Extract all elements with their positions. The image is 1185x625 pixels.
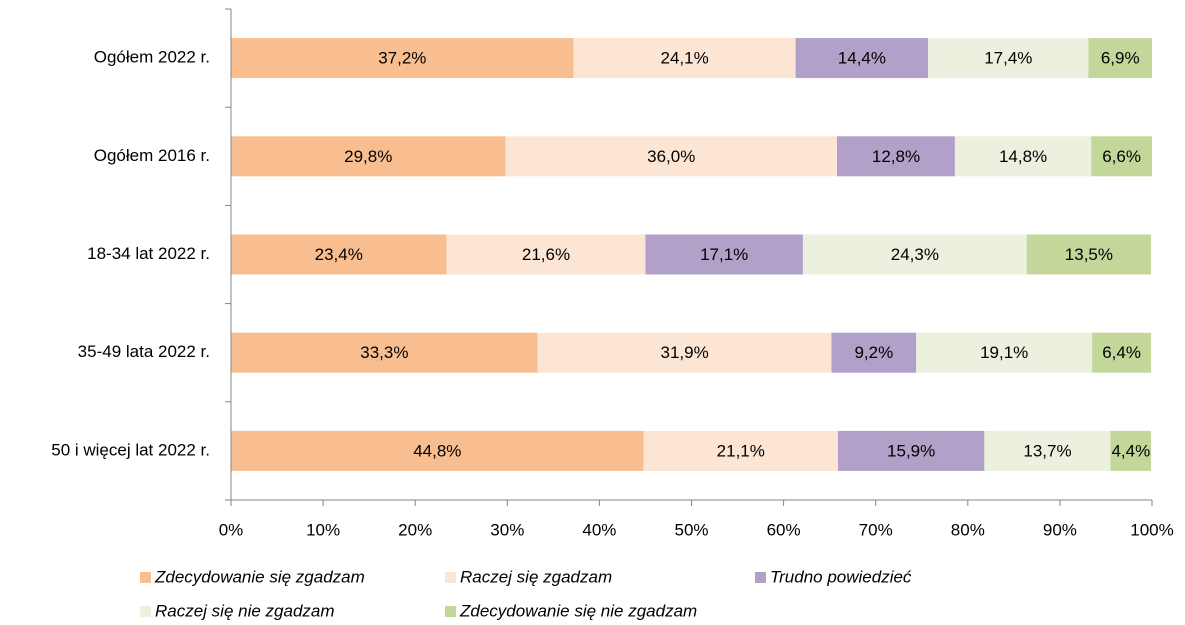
data-label: 31,9% — [660, 343, 708, 362]
x-tick-label: 100% — [1130, 520, 1173, 539]
bar-segment — [231, 136, 506, 177]
data-label: 14,8% — [999, 147, 1047, 166]
bar-segment — [505, 136, 838, 177]
bar-segment — [573, 38, 796, 79]
data-label: 4,4% — [1111, 441, 1150, 460]
legend-swatch — [140, 606, 151, 617]
bar-segment — [537, 332, 832, 373]
bar-segment — [1110, 430, 1152, 471]
legend-swatch — [445, 606, 456, 617]
bar-segment — [231, 430, 644, 471]
data-label: 15,9% — [887, 441, 935, 460]
data-label: 6,9% — [1101, 49, 1140, 68]
bar-segment — [837, 136, 955, 177]
data-label: 14,4% — [838, 49, 886, 68]
data-label: 12,8% — [872, 147, 920, 166]
bar-segment — [231, 332, 538, 373]
legend-label: Trudno powiedzieć — [770, 567, 912, 586]
x-tick-label: 70% — [859, 520, 893, 539]
bar-segment — [831, 332, 917, 373]
x-tick-label: 90% — [1043, 520, 1077, 539]
legend-label: Zdecydowanie się zgadzam — [154, 567, 365, 586]
data-label: 21,6% — [522, 245, 570, 264]
bar-segment — [643, 430, 838, 471]
y-tick-label: 18-34 lat 2022 r. — [87, 244, 210, 263]
x-tick-label: 10% — [306, 520, 340, 539]
bar-segment — [916, 332, 1093, 373]
data-label: 13,5% — [1065, 245, 1113, 264]
y-tick-label: 35-49 lata 2022 r. — [78, 342, 210, 361]
x-tick-label: 30% — [490, 520, 524, 539]
data-label: 24,3% — [891, 245, 939, 264]
legend-swatch — [445, 572, 456, 583]
x-tick-label: 40% — [582, 520, 616, 539]
data-label: 13,7% — [1023, 441, 1071, 460]
data-label: 23,4% — [315, 245, 363, 264]
data-label: 17,1% — [700, 245, 748, 264]
bar-segment — [837, 430, 985, 471]
bar-segment — [231, 38, 574, 79]
data-label: 36,0% — [647, 147, 695, 166]
legend-swatch — [755, 572, 766, 583]
bar-segment — [1088, 38, 1152, 79]
data-label: 9,2% — [854, 343, 893, 362]
bar-segment — [928, 38, 1089, 79]
y-tick-label: 50 i więcej lat 2022 r. — [51, 440, 210, 459]
y-tick-label: Ogółem 2022 r. — [94, 48, 210, 67]
y-tick-label: Ogółem 2016 r. — [94, 146, 210, 165]
data-label: 6,6% — [1102, 147, 1141, 166]
legend-label: Raczej się nie zgadzam — [155, 601, 335, 620]
x-tick-label: 60% — [767, 520, 801, 539]
bar-segment — [231, 234, 447, 275]
bar-segment — [802, 234, 1027, 275]
bar-segment — [1092, 332, 1152, 373]
bar-segment — [1091, 136, 1152, 177]
x-tick-label: 50% — [674, 520, 708, 539]
x-tick-label: 80% — [951, 520, 985, 539]
data-label: 24,1% — [660, 49, 708, 68]
data-label: 33,3% — [360, 343, 408, 362]
bar-segment — [1026, 234, 1152, 275]
bar-segment — [984, 430, 1111, 471]
bar-segment — [446, 234, 646, 275]
data-label: 44,8% — [413, 441, 461, 460]
data-label: 37,2% — [378, 49, 426, 68]
x-tick-label: 0% — [219, 520, 244, 539]
bar-segment — [645, 234, 803, 275]
data-label: 6,4% — [1102, 343, 1141, 362]
data-label: 21,1% — [717, 441, 765, 460]
legend-label: Raczej się zgadzam — [460, 567, 612, 586]
data-label: 29,8% — [344, 147, 392, 166]
legend-swatch — [140, 572, 151, 583]
bar-segment — [954, 136, 1092, 177]
legend-label: Zdecydowanie się nie zgadzam — [459, 601, 697, 620]
data-label: 19,1% — [980, 343, 1028, 362]
data-label: 17,4% — [984, 49, 1032, 68]
x-tick-label: 20% — [398, 520, 432, 539]
bar-segment — [795, 38, 929, 79]
